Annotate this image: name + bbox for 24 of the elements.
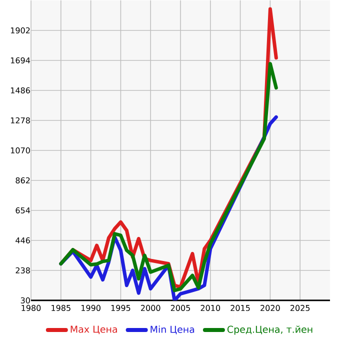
y-tick-label: 1070 xyxy=(10,147,30,154)
x-tick-label: 2025 xyxy=(290,304,310,311)
x-tick-label: 2010 xyxy=(200,304,220,311)
legend-label: Сред.Цена, т.йен xyxy=(227,325,312,335)
y-tick-label: 238 xyxy=(16,267,30,274)
y-tick-label: 1486 xyxy=(10,87,30,94)
legend-label: Max Цена xyxy=(70,326,117,334)
y-tick-label: 1694 xyxy=(10,57,30,64)
x-tick-label: 1995 xyxy=(111,304,130,311)
x-tick-label: 2000 xyxy=(141,304,160,311)
y-tick-label: 1902 xyxy=(10,27,30,34)
x-tick-label: 2015 xyxy=(230,304,250,311)
x-tick-label: 2020 xyxy=(260,304,280,311)
line-series xyxy=(59,62,278,292)
x-tick-label: 2005 xyxy=(170,304,190,311)
y-tick-label: 862 xyxy=(16,177,30,184)
x-tick-label: 1985 xyxy=(52,304,70,311)
x-tick-label: 1990 xyxy=(82,304,100,311)
x-tick-label: 1980 xyxy=(22,304,41,311)
y-tick-label: 30 xyxy=(20,297,30,304)
y-tick-label: 446 xyxy=(16,237,30,244)
y-tick-label: 654 xyxy=(16,207,30,214)
legend-label: Min Цена xyxy=(150,325,194,334)
y-tick-label: 1278 xyxy=(10,117,30,124)
